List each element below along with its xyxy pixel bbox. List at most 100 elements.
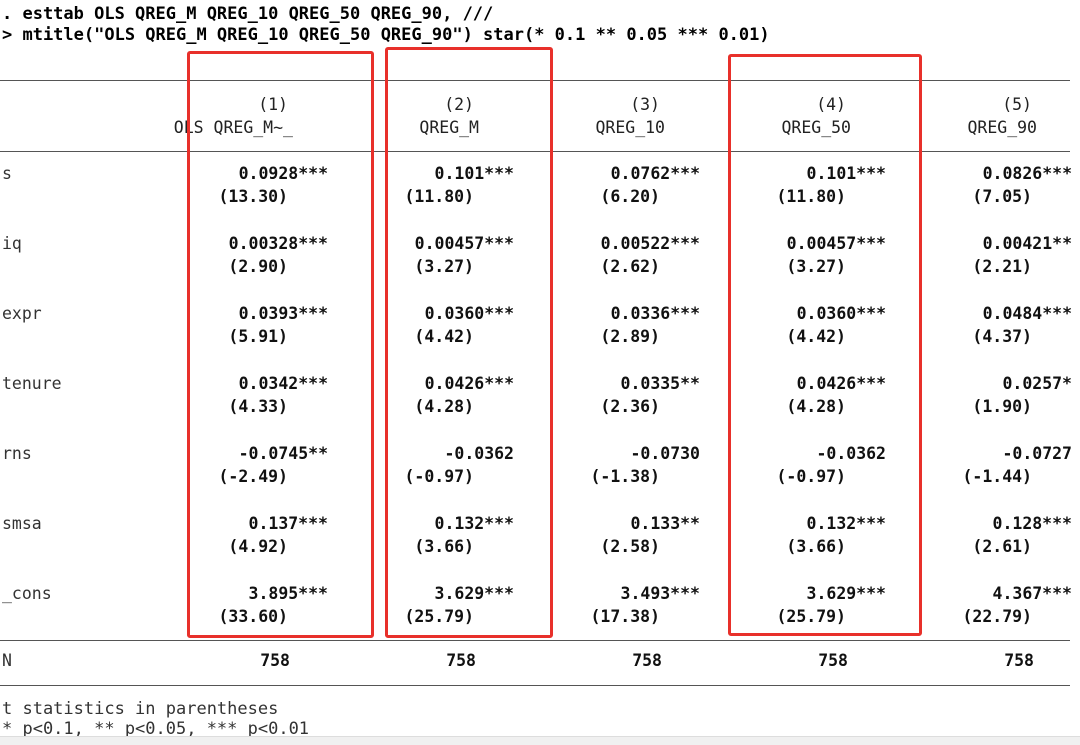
- t-statistic-cell: (7.05): [972, 187, 1032, 206]
- coefficient-cell: 0.0426***: [424, 374, 514, 393]
- highlight-box-col-2: [385, 47, 553, 638]
- t-statistic-cell: (4.33): [228, 397, 288, 416]
- t-statistic-cell: (25.79): [404, 607, 474, 626]
- coefficient-cell: 0.00328***: [228, 234, 328, 253]
- coefficient-cell: 0.0928***: [238, 164, 328, 183]
- row-label: iq: [2, 234, 22, 253]
- row-label: rns: [2, 444, 32, 463]
- observations-cell: 758: [818, 651, 848, 670]
- coefficient-cell: 0.00457***: [786, 234, 886, 253]
- highlight-box-col-4: [728, 54, 922, 636]
- observations-cell: 758: [446, 651, 476, 670]
- row-label: expr: [2, 304, 42, 323]
- coefficient-cell: 0.101***: [434, 164, 514, 183]
- t-statistic-cell: (11.80): [776, 187, 846, 206]
- coefficient-cell: 0.0426***: [796, 374, 886, 393]
- t-statistic-cell: (2.90): [228, 257, 288, 276]
- t-statistic-cell: (17.38): [590, 607, 660, 626]
- t-statistic-cell: (4.42): [414, 327, 474, 346]
- coefficient-cell: 0.101***: [806, 164, 886, 183]
- column-number: (1): [258, 95, 288, 114]
- table-bottom-rule: [0, 685, 1070, 686]
- coefficient-cell: 0.00522***: [600, 234, 700, 253]
- t-statistic-cell: (4.42): [786, 327, 846, 346]
- t-statistic-cell: (2.89): [600, 327, 660, 346]
- coefficient-cell: -0.0362: [816, 444, 886, 463]
- command-line-2: > mtitle("OLS QREG_M QREG_10 QREG_50 QRE…: [2, 25, 770, 45]
- coefficient-cell: 0.0360***: [796, 304, 886, 323]
- t-statistic-cell: (13.30): [218, 187, 288, 206]
- column-number: (5): [1002, 95, 1032, 114]
- coefficient-cell: 3.895***: [248, 584, 328, 603]
- coefficient-cell: 0.0360***: [424, 304, 514, 323]
- observations-cell: 758: [632, 651, 662, 670]
- coefficient-cell: 0.0257*: [1002, 374, 1072, 393]
- t-statistic-cell: (-0.97): [404, 467, 474, 486]
- notes-line-1: t statistics in parentheses: [2, 699, 279, 719]
- coefficient-cell: 3.493***: [620, 584, 700, 603]
- coefficient-cell: 3.629***: [806, 584, 886, 603]
- horizontal-scrollbar[interactable]: [0, 736, 1080, 745]
- coefficient-cell: -0.0745**: [238, 444, 328, 463]
- t-statistic-cell: (5.91): [228, 327, 288, 346]
- observations-cell: 758: [1004, 651, 1034, 670]
- highlight-box-col-1: [187, 51, 374, 638]
- coefficient-cell: -0.0727: [1002, 444, 1072, 463]
- coefficient-cell: 0.0762***: [610, 164, 700, 183]
- t-statistic-cell: (2.62): [600, 257, 660, 276]
- coefficient-cell: 0.133**: [630, 514, 700, 533]
- t-statistic-cell: (3.66): [786, 537, 846, 556]
- observations-label: N: [2, 651, 12, 670]
- t-statistic-cell: (-1.44): [962, 467, 1032, 486]
- coefficient-cell: -0.0730: [630, 444, 700, 463]
- coefficient-cell: 4.367***: [992, 584, 1072, 603]
- column-title: QREG_M: [419, 118, 479, 137]
- coefficient-cell: 0.0335**: [620, 374, 700, 393]
- t-statistic-cell: (2.21): [972, 257, 1032, 276]
- t-statistic-cell: (2.58): [600, 537, 660, 556]
- t-statistic-cell: (22.79): [962, 607, 1032, 626]
- row-label: smsa: [2, 514, 42, 533]
- coefficient-cell: 0.128***: [992, 514, 1072, 533]
- t-statistic-cell: (4.28): [786, 397, 846, 416]
- coefficient-cell: 0.0342***: [238, 374, 328, 393]
- t-statistic-cell: (6.20): [600, 187, 660, 206]
- t-statistic-cell: (33.60): [218, 607, 288, 626]
- row-label: s: [2, 164, 12, 183]
- t-statistic-cell: (4.28): [414, 397, 474, 416]
- table-top-rule: [0, 80, 1070, 81]
- coefficient-cell: 0.132***: [434, 514, 514, 533]
- table-n-rule: [0, 640, 1070, 641]
- t-statistic-cell: (11.80): [404, 187, 474, 206]
- t-statistic-cell: (-2.49): [218, 467, 288, 486]
- column-number: (2): [444, 95, 474, 114]
- coefficient-cell: 0.132***: [806, 514, 886, 533]
- t-statistic-cell: (3.66): [414, 537, 474, 556]
- t-statistic-cell: (-0.97): [776, 467, 846, 486]
- coefficient-cell: 0.137***: [248, 514, 328, 533]
- t-statistic-cell: (4.37): [972, 327, 1032, 346]
- column-title: QREG_10: [595, 118, 665, 137]
- coefficient-cell: -0.0362: [444, 444, 514, 463]
- notes-line-2: * p<0.1, ** p<0.05, *** p<0.01: [2, 719, 310, 739]
- t-statistic-cell: (3.27): [414, 257, 474, 276]
- column-title: QREG_50: [781, 118, 851, 137]
- coefficient-cell: 0.00457***: [414, 234, 514, 253]
- observations-cell: 758: [260, 651, 290, 670]
- t-statistic-cell: (3.27): [786, 257, 846, 276]
- coefficient-cell: 0.0826***: [982, 164, 1072, 183]
- t-statistic-cell: (-1.38): [590, 467, 660, 486]
- column-title: QREG_90: [967, 118, 1037, 137]
- column-number: (3): [630, 95, 660, 114]
- t-statistic-cell: (25.79): [776, 607, 846, 626]
- t-statistic-cell: (4.92): [228, 537, 288, 556]
- t-statistic-cell: (2.36): [600, 397, 660, 416]
- coefficient-cell: 3.629***: [434, 584, 514, 603]
- table-header-rule: [0, 151, 1070, 152]
- row-label: _cons: [2, 584, 52, 603]
- coefficient-cell: 0.0484***: [982, 304, 1072, 323]
- coefficient-cell: 0.0393***: [238, 304, 328, 323]
- column-number: (4): [816, 95, 846, 114]
- row-label: tenure: [2, 374, 62, 393]
- command-line-1: . esttab OLS QREG_M QREG_10 QREG_50 QREG…: [2, 4, 494, 24]
